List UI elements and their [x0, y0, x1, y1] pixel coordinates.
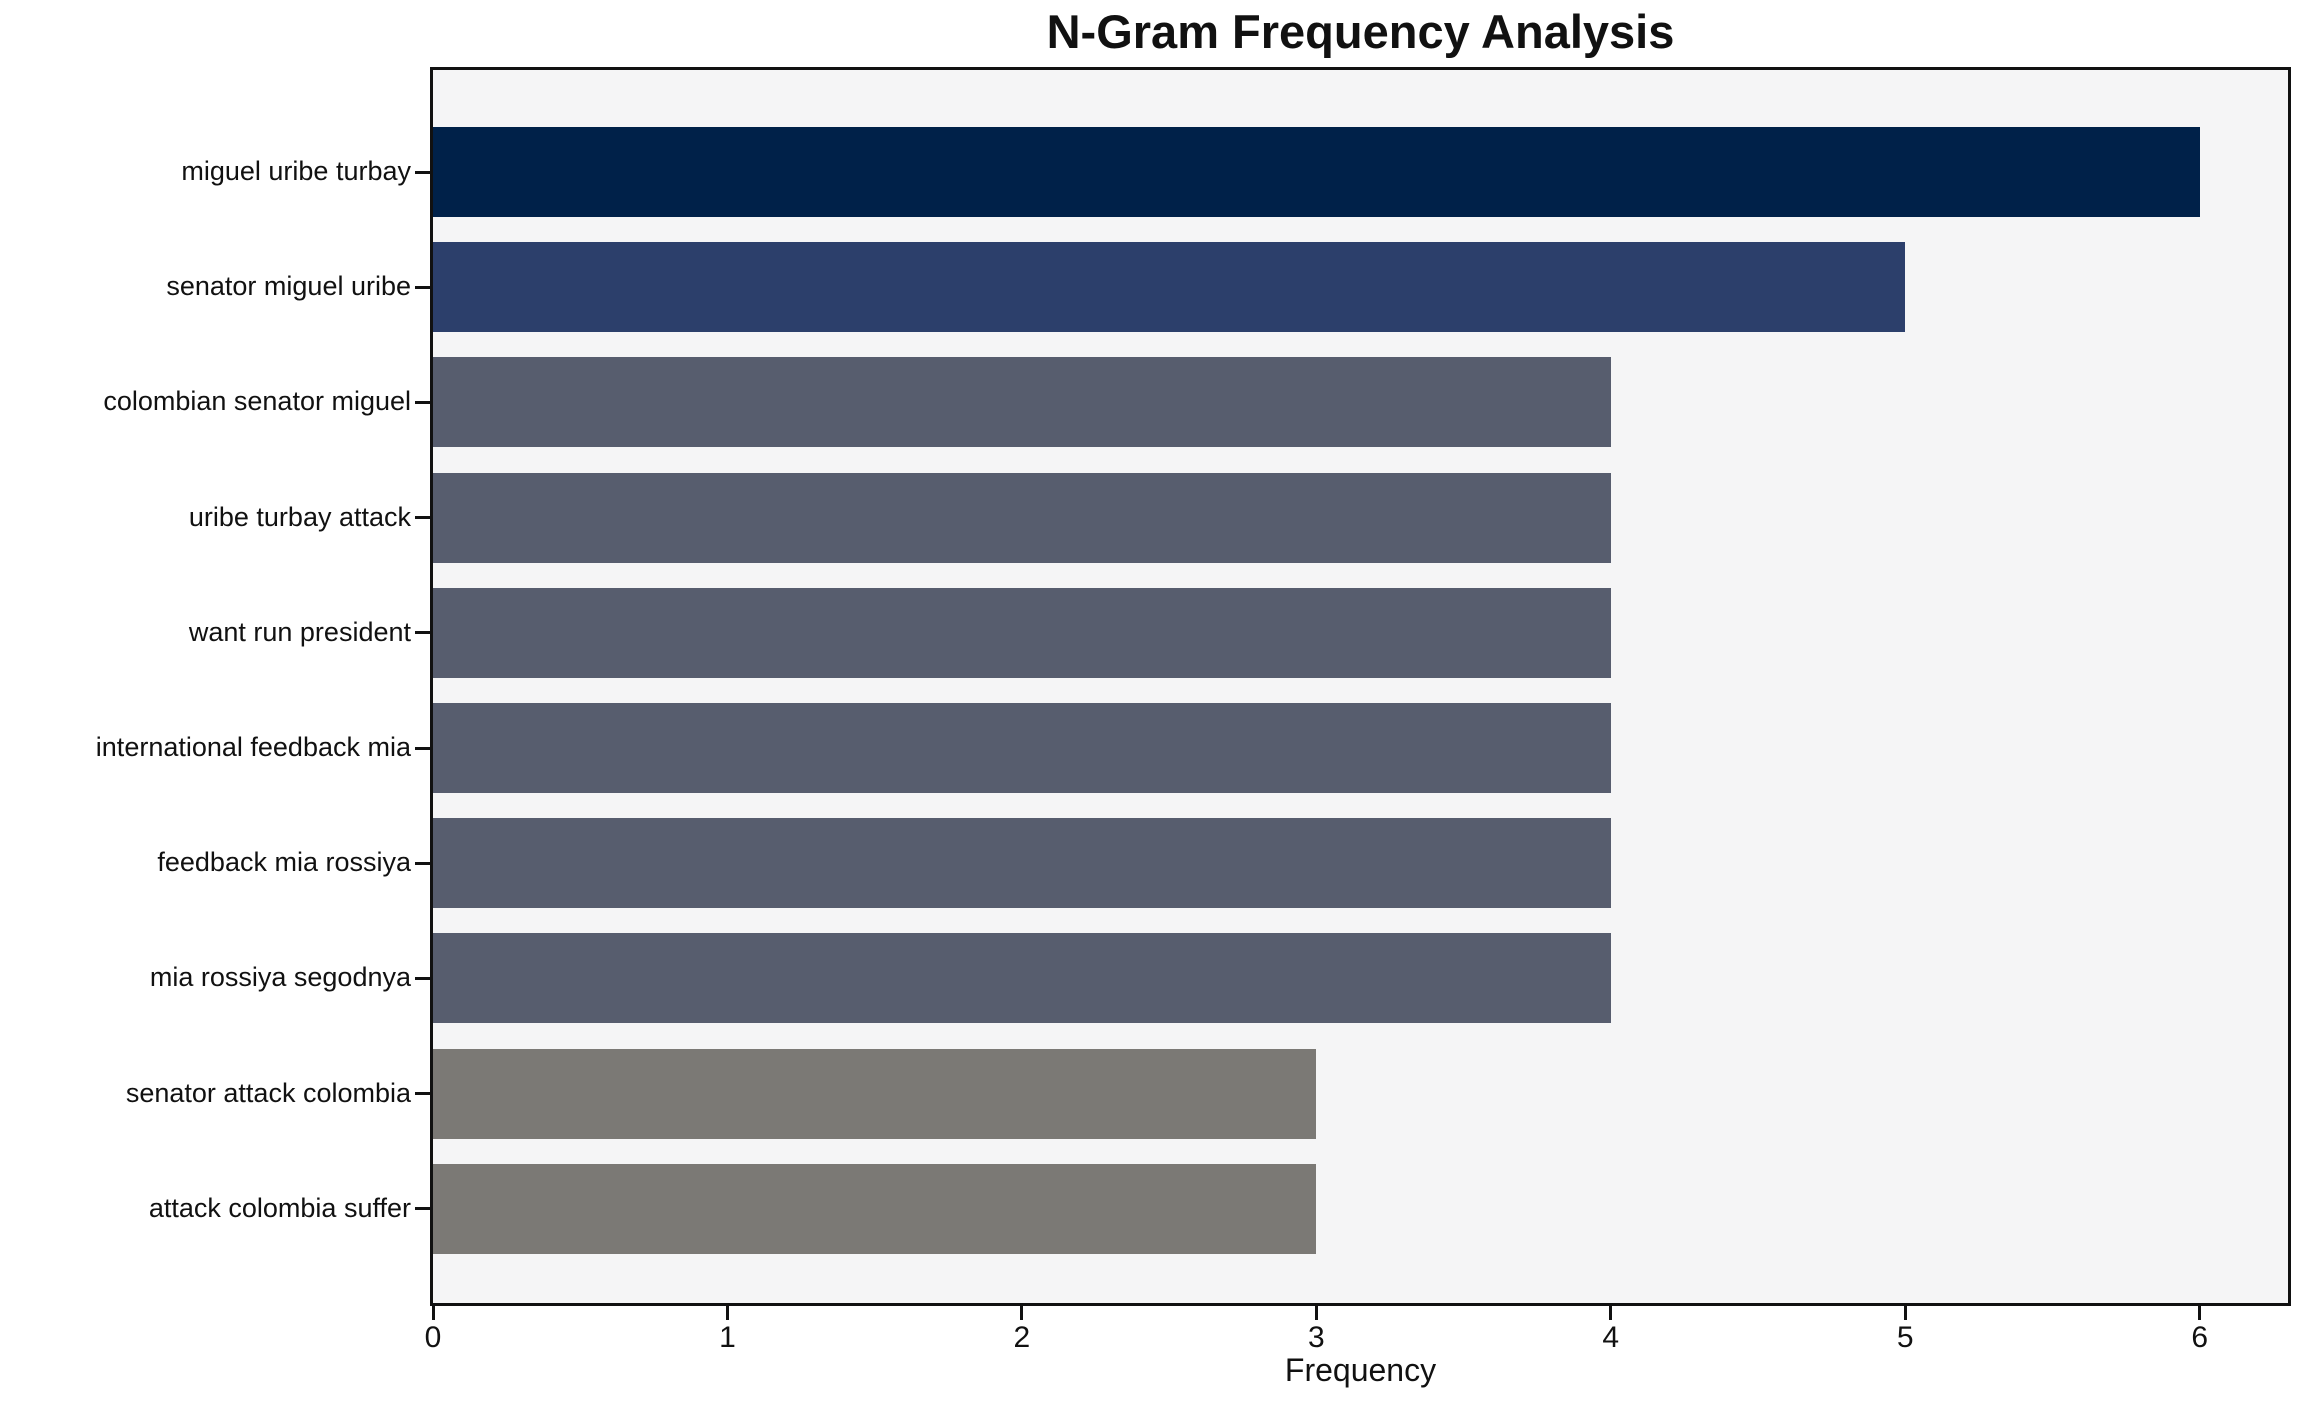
bar-want-run-president [433, 587, 1611, 678]
y-tick-mark [415, 1207, 430, 1211]
y-tick-mark [415, 1092, 430, 1096]
bar-attack-colombia-suffer [433, 1163, 1317, 1254]
bar-feedback-mia-rossiya [433, 818, 1611, 909]
y-tick-label: mia rossiya segodnya [149, 962, 411, 993]
y-tick-label: want run president [188, 616, 411, 647]
x-tick-label: 4 [1602, 1321, 1620, 1354]
bar-senator-attack-colombia [433, 1048, 1317, 1139]
y-tick-label: miguel uribe turbay [181, 156, 411, 186]
x-tick-label: 6 [2191, 1321, 2208, 1354]
x-tick-mark [725, 1306, 729, 1320]
y-tick-mark [415, 400, 430, 404]
y-tick-mark [415, 861, 430, 865]
x-tick-label: 5 [1896, 1321, 1914, 1354]
y-tick-label: feedback mia rossiya [157, 847, 411, 878]
y-tick-mark [415, 746, 430, 750]
chart-title: N-Gram Frequency Analysis [1046, 5, 1675, 58]
y-tick-mark [415, 170, 430, 174]
bar-mia-rossiya-segodnya [433, 933, 1611, 1024]
x-tick-label: 1 [719, 1321, 736, 1354]
bar-uribe-turbay-attack [433, 472, 1611, 563]
plot-area [433, 70, 2288, 1303]
x-tick-label: 2 [1013, 1321, 1031, 1354]
y-tick-label: senator miguel uribe [166, 271, 411, 302]
x-tick-mark [1314, 1306, 1318, 1320]
y-tick-label: colombian senator miguel [103, 386, 411, 417]
y-tick-mark [415, 976, 430, 980]
x-tick-mark [1609, 1306, 1613, 1320]
y-tick-mark [415, 631, 430, 635]
bar-miguel-uribe-turbay [433, 127, 2200, 217]
x-tick-label: 3 [1307, 1321, 1325, 1354]
y-tick-label: attack colombia suffer [148, 1192, 411, 1223]
x-axis-label: Frequency [1284, 1352, 1437, 1388]
y-tick-label: senator attack colombia [125, 1077, 411, 1108]
y-tick-mark [415, 516, 430, 520]
x-tick-mark [2198, 1306, 2202, 1320]
bar-senator-miguel-uribe [433, 242, 1906, 333]
bar-colombian-senator-miguel [433, 357, 1611, 448]
x-tick-label: 0 [424, 1321, 442, 1354]
x-tick-mark [1903, 1306, 1907, 1320]
x-tick-mark [1020, 1306, 1024, 1320]
x-tick-mark [431, 1306, 435, 1320]
y-tick-mark [415, 285, 430, 289]
y-tick-label: uribe turbay attack [188, 501, 411, 532]
y-tick-label: international feedback mia [95, 732, 411, 762]
bar-international-feedback-mia [433, 703, 1611, 793]
